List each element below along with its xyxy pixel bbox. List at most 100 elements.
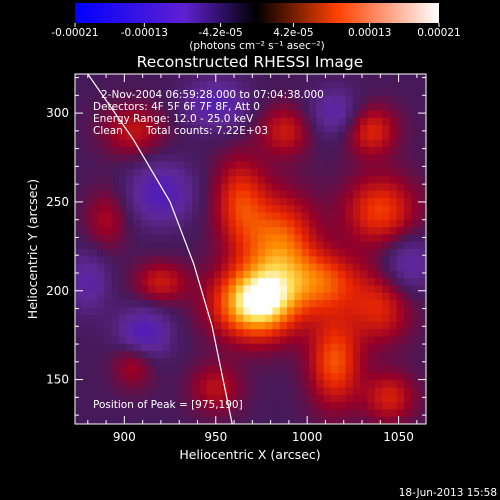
heatmap-cell [104,205,113,214]
heatmap-cell [155,205,164,214]
heatmap-cell [250,110,259,119]
heatmap-cell [213,125,222,133]
heatmap-cell [345,358,354,367]
heatmap-cell [235,227,244,236]
heatmap-cell [309,292,317,301]
heatmap-cell [345,227,354,236]
heatmap-cell [199,380,208,389]
heatmap-cell [309,314,317,323]
heatmap-cell [294,241,303,250]
heatmap-cell [148,285,157,294]
plot-frame [74,73,427,425]
heatmap-cell [265,292,274,301]
heatmap-cell [111,132,120,141]
heatmap-cell [184,168,193,177]
heatmap-cell [250,176,259,184]
heatmap-cell [352,307,361,316]
y-tick-label: 200 [46,284,69,298]
heatmap-cell [148,117,157,126]
heatmap-cell [104,183,113,192]
heatmap-cell [82,321,91,330]
heatmap-cell [389,190,398,199]
heatmap-cell [352,321,361,330]
heatmap-cell [250,132,259,141]
heatmap-cell [367,241,376,250]
heatmap-cell [118,314,127,323]
heatmap-cell [221,125,230,133]
heatmap-cell [235,197,244,206]
heatmap-cell [330,409,339,418]
heatmap-cell [272,103,281,112]
heatmap-cell [96,300,105,308]
heatmap-cell [133,219,142,228]
heatmap-cell [228,219,237,228]
heatmap-cell [396,125,405,133]
heatmap-cell [330,205,339,214]
heatmap-cell [301,351,310,359]
heatmap-cell [96,132,105,141]
heatmap-cell [411,176,420,184]
heatmap-cell [389,372,398,381]
heatmap-cell [235,256,244,265]
heatmap-cell [140,205,149,214]
heatmap-cell [162,139,171,148]
heatmap-cell [309,161,317,170]
heatmap-cell [243,321,252,330]
heatmap-cell [177,321,186,330]
heatmap-cell [411,372,420,381]
heatmap-cell [96,227,105,236]
heatmap-cell [287,146,295,155]
heatmap-cell [228,314,237,323]
heatmap-cell [140,263,149,272]
heatmap-cell [104,358,113,367]
heatmap-cell [316,146,325,155]
heatmap-cell [213,394,222,403]
heatmap-cell [323,117,332,126]
heatmap-cell [192,380,200,389]
heatmap-cell [316,365,325,374]
heatmap-cell [404,125,412,133]
heatmap-cell [221,95,230,104]
heatmap-cell [279,365,288,374]
heatmap-cell [360,74,369,82]
heatmap-cell [257,394,266,403]
heatmap-cell [360,249,369,257]
heatmap-cell [330,263,339,272]
heatmap-cell [213,270,222,279]
heatmap-cell [104,343,113,352]
heatmap-cell [272,95,281,104]
heatmap-cell [411,343,420,352]
heatmap-cell [345,132,354,141]
heatmap-cell [360,270,369,279]
heatmap-cell [396,168,405,177]
heatmap-cell [316,249,325,257]
heatmap-cell [177,81,186,90]
heatmap-cell [162,205,171,214]
heatmap-cell [192,146,200,155]
heatmap-cell [133,205,142,214]
heatmap-cell [228,402,237,411]
heatmap-cell [301,358,310,367]
heatmap-cell [118,241,127,250]
heatmap-cell [82,234,91,243]
heatmap-cell [265,205,274,214]
heatmap-cell [316,183,325,192]
heatmap-cell [374,219,383,228]
heatmap-cell [111,227,120,236]
heatmap-cell [257,256,266,265]
heatmap-cell [323,336,332,345]
heatmap-cell [184,409,193,418]
colorbar-ticks: -0.00021 -0.00013 -4.2e-05 4.2e-05 0.00013 0.… [51,23,461,39]
heatmap-cell [257,183,266,192]
heatmap-cell [294,270,303,279]
heatmap-cell [192,394,200,403]
heatmap-cell [257,139,266,148]
heatmap-cell [206,300,215,308]
heatmap-cell [192,409,200,418]
heatmap-cell [184,205,193,214]
heatmap-cell [126,176,135,184]
heatmap-cell [360,263,369,272]
heatmap-cell [265,146,274,155]
heatmap-cell [294,227,303,236]
heatmap-cell [162,110,171,119]
